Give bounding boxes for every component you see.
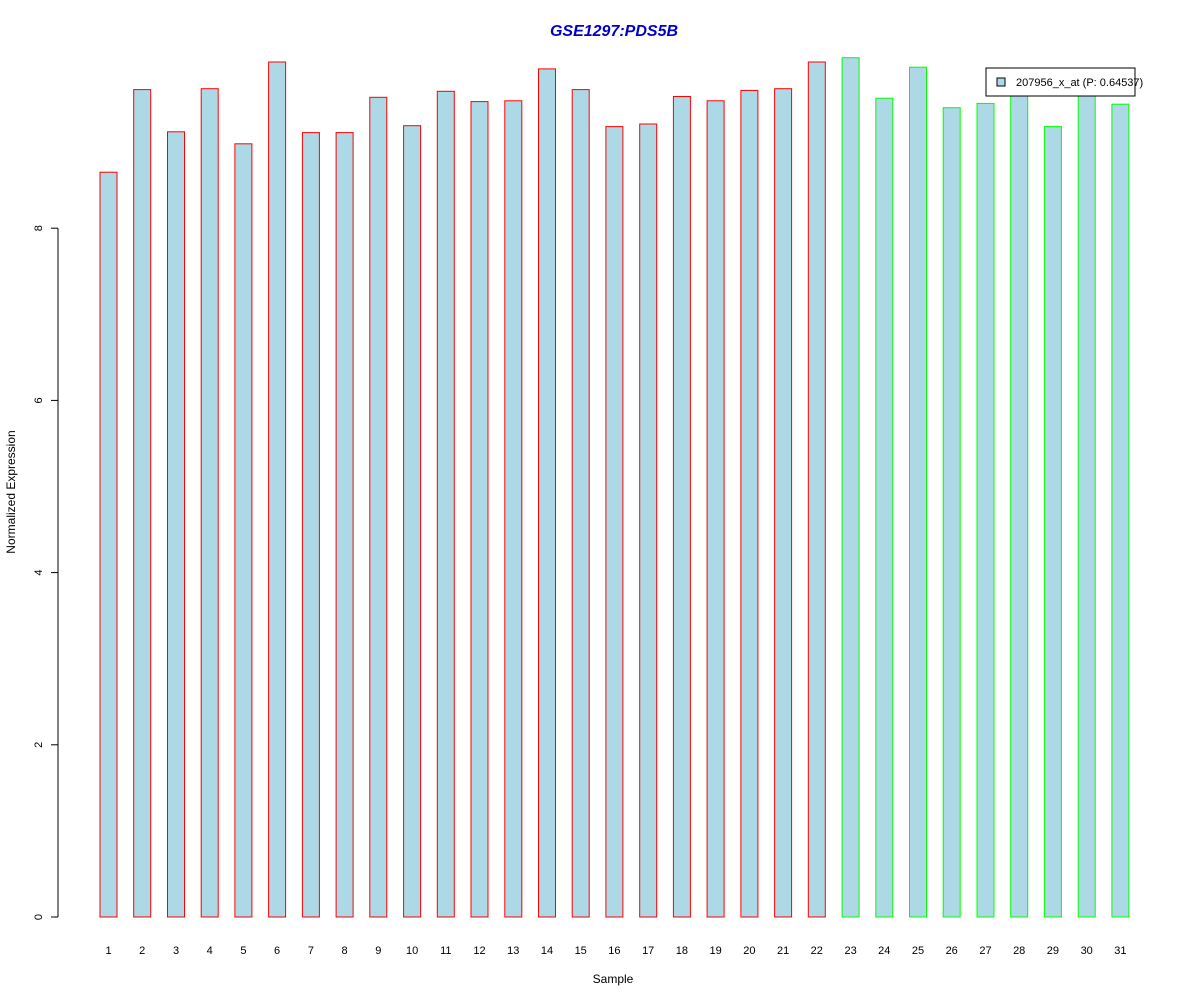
x-tick-label-28: 28 (1013, 945, 1025, 957)
bar-sample-26 (942, 107, 961, 918)
x-tick-label-23: 23 (844, 945, 856, 957)
bar-sample-7 (301, 132, 320, 918)
x-tick-label-21: 21 (777, 945, 789, 957)
x-tick-label-26: 26 (946, 945, 958, 957)
x-tick-label-31: 31 (1114, 945, 1126, 957)
chart-title: GSE1297:PDS5B (550, 23, 678, 40)
x-tick-label-14: 14 (541, 945, 553, 957)
x-tick-label-10: 10 (406, 945, 418, 957)
bar-sample-28 (1010, 92, 1029, 918)
bar-sample-10 (403, 125, 422, 918)
y-axis-label: Normalized Expression (4, 430, 18, 553)
bar-sample-12 (470, 101, 489, 918)
x-tick-labels: 1 2 3 4 5 6 7 8 9 10 11 12 13 14 15 16 17 18 19 20 21 22 23 24 2… (105, 945, 1126, 957)
legend-label: 207956_x_at (P: 0.64537) (1016, 77, 1143, 89)
bar-sample-24 (875, 97, 894, 918)
bar-sample-9 (369, 96, 388, 918)
y-tick-label-0: 0 (33, 914, 45, 920)
bar-sample-17 (639, 123, 658, 918)
x-tick-label-6: 6 (274, 945, 280, 957)
bar-sample-16 (605, 126, 624, 918)
x-tick-label-13: 13 (507, 945, 519, 957)
bar-sample-30 (1077, 91, 1096, 918)
x-tick-label-22: 22 (811, 945, 823, 957)
x-tick-label-27: 27 (979, 945, 991, 957)
legend: 207956_x_at (P: 0.64537) (985, 67, 1143, 97)
x-tick-label-25: 25 (912, 945, 924, 957)
bar-sample-14 (538, 68, 556, 918)
x-tick-label-4: 4 (207, 945, 213, 957)
y-tick-label-8: 8 (33, 225, 45, 231)
bar-sample-6 (268, 61, 287, 918)
bar-sample-4 (200, 88, 219, 918)
x-tick-label-5: 5 (240, 945, 246, 957)
x-tick-label-2: 2 (139, 945, 145, 957)
bar-sample-31 (1111, 103, 1130, 918)
y-axis: 0 2 4 6 8 (33, 225, 59, 920)
bar-sample-27 (976, 102, 995, 918)
x-tick-label-19: 19 (709, 945, 721, 957)
y-tick-label-2: 2 (33, 742, 45, 748)
bar-sample-25 (909, 66, 927, 918)
bar-sample-13 (504, 100, 523, 918)
x-tick-label-8: 8 (342, 945, 348, 957)
bar-sample-19 (706, 100, 725, 918)
y-tick-label-6: 6 (33, 397, 45, 403)
legend-box (985, 67, 1136, 97)
bar-sample-5 (234, 143, 253, 918)
bar-sample-3 (167, 131, 185, 918)
bar-sample-23 (841, 57, 860, 918)
bars (99, 57, 1130, 918)
bar-sample-20 (740, 89, 759, 918)
legend-swatch (996, 77, 1006, 87)
x-tick-label-20: 20 (743, 945, 755, 957)
bar-sample-8 (335, 132, 354, 918)
bar-sample-15 (571, 89, 590, 918)
x-tick-label-9: 9 (375, 945, 381, 957)
x-tick-label-12: 12 (473, 945, 485, 957)
x-tick-label-3: 3 (173, 945, 179, 957)
x-tick-label-30: 30 (1081, 945, 1093, 957)
bar-sample-18 (672, 96, 691, 918)
y-tick-label-4: 4 (33, 570, 45, 576)
x-tick-label-15: 15 (575, 945, 587, 957)
x-tick-label-18: 18 (676, 945, 688, 957)
x-axis-label: Sample (593, 972, 634, 986)
x-tick-label-1: 1 (105, 945, 111, 957)
x-tick-label-29: 29 (1047, 945, 1059, 957)
x-tick-label-11: 11 (440, 945, 451, 957)
bar-sample-1 (99, 171, 118, 918)
bar-sample-21 (774, 88, 793, 918)
bar-sample-11 (436, 90, 455, 918)
bar-sample-29 (1043, 126, 1062, 918)
x-tick-label-17: 17 (642, 945, 654, 957)
bar-sample-2 (133, 89, 152, 918)
x-tick-label-7: 7 (308, 945, 314, 957)
x-tick-label-24: 24 (878, 945, 890, 957)
bar-sample-22 (807, 61, 826, 918)
x-tick-label-16: 16 (608, 945, 620, 957)
